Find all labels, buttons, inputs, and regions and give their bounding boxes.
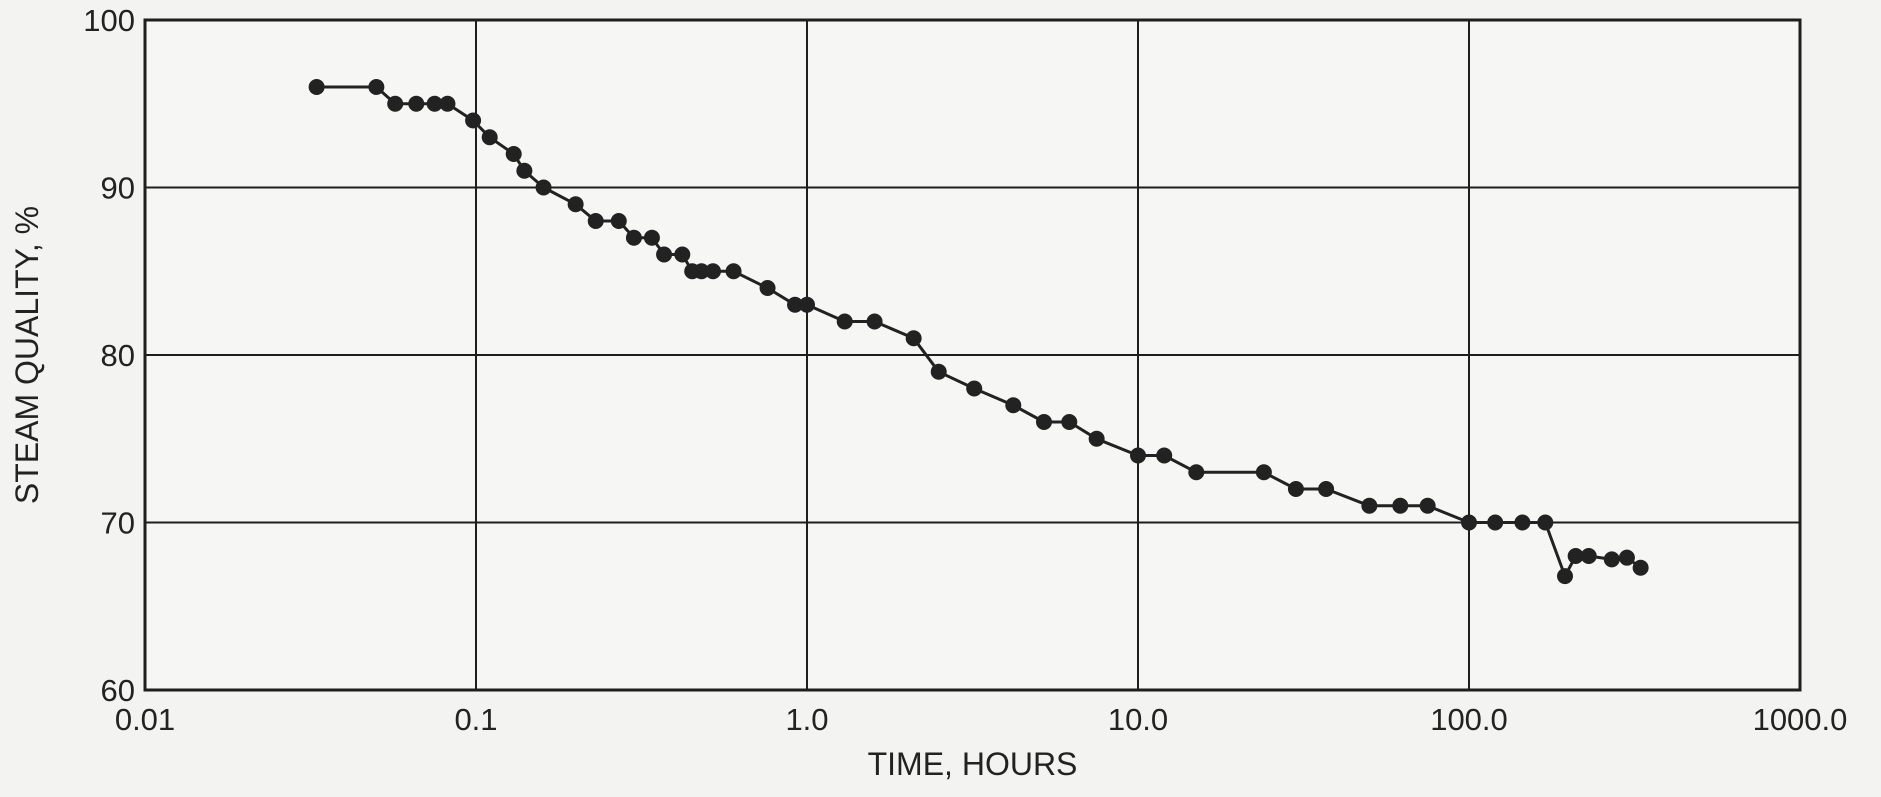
data-point [1487,514,1504,531]
x-tick-label: 1.0 [785,702,828,737]
data-point [1061,414,1078,430]
data-point [1361,497,1378,514]
data-point [439,95,456,112]
data-point [516,162,533,179]
data-point [836,313,853,330]
x-axis-label: TIME, HOURS [868,746,1078,782]
data-point [308,79,325,95]
data-point [1188,464,1205,481]
data-point [905,330,922,347]
data-point [643,229,660,246]
data-point [1255,464,1272,481]
data-point [368,79,385,95]
data-point [625,229,642,246]
y-tick-label: 90 [101,171,135,206]
data-point [610,213,627,229]
data-point [1419,497,1436,514]
data-point [674,246,691,263]
data-point [1557,568,1574,585]
data-point [1088,430,1105,447]
data-point [1580,548,1597,564]
data-point [1392,497,1409,514]
x-tick-label: 100.0 [1430,702,1508,737]
data-point [567,196,584,213]
data-point [1632,559,1649,576]
data-point [1514,514,1531,531]
data-point [930,363,947,380]
data-point [587,213,604,229]
data-point [465,112,482,129]
data-point [1156,447,1173,464]
y-tick-label: 70 [101,506,135,541]
x-tick-label: 0.01 [115,702,175,737]
data-point [1130,447,1146,464]
data-point [1287,481,1304,497]
data-point [966,380,983,397]
x-tick-label: 0.1 [454,702,497,737]
data-point [799,296,815,313]
data-point [1603,551,1620,568]
data-point [481,129,498,146]
data-point [505,146,522,162]
x-tick-label: 1000.0 [1753,702,1848,737]
data-point [1318,481,1335,497]
y-axis-label: STEAM QUALITY, % [9,206,45,504]
data-point [535,179,552,196]
y-tick-label: 80 [101,338,135,373]
data-point [1005,397,1022,414]
data-point [725,263,742,280]
data-point [408,95,425,112]
data-point [1567,548,1584,564]
data-point [1537,514,1554,531]
data-point [1618,549,1635,566]
data-point [1461,514,1477,531]
y-tick-label: 100 [83,3,135,38]
data-point [387,95,404,112]
plot-frame [143,18,1802,692]
data-point [693,263,710,280]
data-point [787,296,804,313]
y-tick-label: 60 [101,673,135,708]
data-point [759,280,776,296]
x-tick-label: 10.0 [1108,702,1168,737]
data-point [1035,414,1052,430]
data-point [426,95,443,112]
data-point [866,313,883,330]
data-point [704,263,721,280]
data-point [656,246,673,263]
